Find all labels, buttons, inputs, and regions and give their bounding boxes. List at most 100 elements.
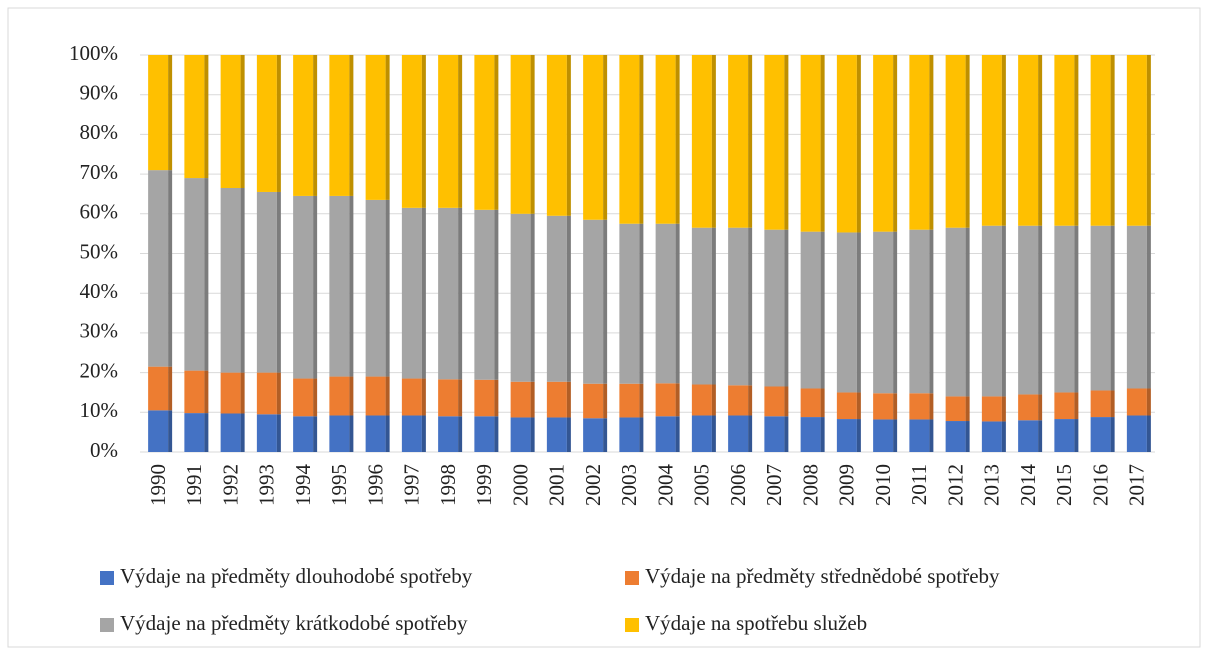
bar-segment xyxy=(474,209,499,380)
bar-segment xyxy=(1018,420,1043,452)
bar-segment xyxy=(510,213,535,382)
y-tick-label: 90% xyxy=(80,81,119,105)
x-tick-label: 2008 xyxy=(798,464,822,506)
bar-segment xyxy=(873,393,898,420)
bar-segment xyxy=(510,55,535,214)
bar-segment xyxy=(1126,388,1151,416)
bar-segment xyxy=(655,383,680,417)
bar-segment xyxy=(800,388,825,418)
bar-segment xyxy=(329,195,354,377)
x-tick-label: 2004 xyxy=(653,464,677,507)
bar-segment xyxy=(800,417,825,452)
bar-segment xyxy=(329,376,354,416)
bar-segment xyxy=(184,413,209,452)
bar-segment xyxy=(800,231,825,389)
bar-segment xyxy=(655,223,680,384)
bar-segment xyxy=(438,207,463,380)
bar-segment xyxy=(836,392,861,420)
bar-segment xyxy=(401,415,426,452)
bar-segment xyxy=(148,170,173,367)
x-tick-label: 1991 xyxy=(182,464,206,506)
bar-segment xyxy=(293,378,318,417)
x-tick-label: 2012 xyxy=(943,464,967,506)
bar-segment xyxy=(583,55,608,220)
x-tick-label: 2000 xyxy=(508,464,532,506)
bar-segment xyxy=(619,383,644,418)
bar-segment xyxy=(945,227,970,397)
x-tick-label: 1996 xyxy=(363,464,387,506)
legend-label: Výdaje na předměty dlouhodobé spotřeby xyxy=(120,564,473,588)
bar-segment xyxy=(220,413,245,452)
x-tick-label: 1994 xyxy=(291,464,315,507)
y-tick-label: 30% xyxy=(80,319,119,343)
bar-segment xyxy=(583,418,608,452)
bar-segment xyxy=(510,417,535,452)
bar-segment xyxy=(184,55,209,179)
bar-segment xyxy=(329,55,354,196)
bar-segment xyxy=(220,187,245,373)
bar-segment xyxy=(1090,55,1115,226)
bar-segment xyxy=(256,191,281,373)
bar-segment xyxy=(148,366,173,411)
bar-segment xyxy=(619,55,644,224)
legend-label: Výdaje na předměty střednědobé spotřeby xyxy=(645,564,1000,588)
y-tick-label: 40% xyxy=(80,279,119,303)
bar-segment xyxy=(1126,55,1151,226)
bar-segment xyxy=(220,55,245,188)
bar-segment xyxy=(764,386,789,417)
bar-segment xyxy=(691,384,716,416)
bar-segment xyxy=(728,227,753,386)
bar-segment xyxy=(184,178,209,371)
bar-segment xyxy=(474,55,499,210)
bar-segment xyxy=(256,414,281,452)
bar-segment xyxy=(728,55,753,228)
x-tick-label: 1999 xyxy=(472,464,496,506)
bar-segment xyxy=(1018,225,1043,395)
bar-segment xyxy=(655,55,680,224)
x-tick-label: 2011 xyxy=(907,464,931,505)
x-tick-label: 2003 xyxy=(617,464,641,506)
bar-segment xyxy=(401,55,426,208)
bar-segment xyxy=(329,415,354,452)
bar-segment xyxy=(1090,390,1115,418)
x-tick-label: 2002 xyxy=(581,464,605,506)
bar-segment xyxy=(873,419,898,452)
bar-segment xyxy=(909,55,934,230)
bar-segment xyxy=(873,231,898,394)
x-tick-label: 1993 xyxy=(255,464,279,506)
bar-segment xyxy=(365,199,390,377)
bar-segment xyxy=(619,417,644,452)
bar-segment xyxy=(438,379,463,417)
x-tick-label: 2001 xyxy=(545,464,569,506)
y-tick-label: 20% xyxy=(80,358,119,382)
bar-segment xyxy=(945,55,970,228)
x-tick-label: 1990 xyxy=(146,464,170,506)
bar-segment xyxy=(909,393,934,420)
bar-segment xyxy=(873,55,898,232)
bar-segment xyxy=(1126,415,1151,452)
bar-segment xyxy=(619,223,644,384)
bar-segment xyxy=(474,379,499,417)
bar-segment xyxy=(764,229,789,387)
bar-segment xyxy=(764,55,789,230)
bar-segment xyxy=(1090,225,1115,391)
bar-segment xyxy=(836,55,861,233)
bar-segment xyxy=(438,416,463,452)
y-tick-label: 70% xyxy=(80,160,119,184)
y-tick-label: 0% xyxy=(90,438,118,462)
bar-segment xyxy=(583,383,608,419)
x-tick-label: 1998 xyxy=(436,464,460,506)
x-tick-label: 2006 xyxy=(726,464,750,506)
bar-segment xyxy=(365,415,390,452)
bar-segment xyxy=(1018,55,1043,226)
bar-segment xyxy=(800,55,825,232)
bar-segment xyxy=(836,232,861,393)
x-tick-label: 2014 xyxy=(1016,464,1040,507)
bar-segment xyxy=(256,55,281,192)
bar-segment xyxy=(1054,55,1079,226)
bar-segment xyxy=(220,372,245,414)
bar-segment xyxy=(293,416,318,452)
x-tick-label: 2005 xyxy=(690,464,714,506)
bar-segment xyxy=(836,419,861,452)
